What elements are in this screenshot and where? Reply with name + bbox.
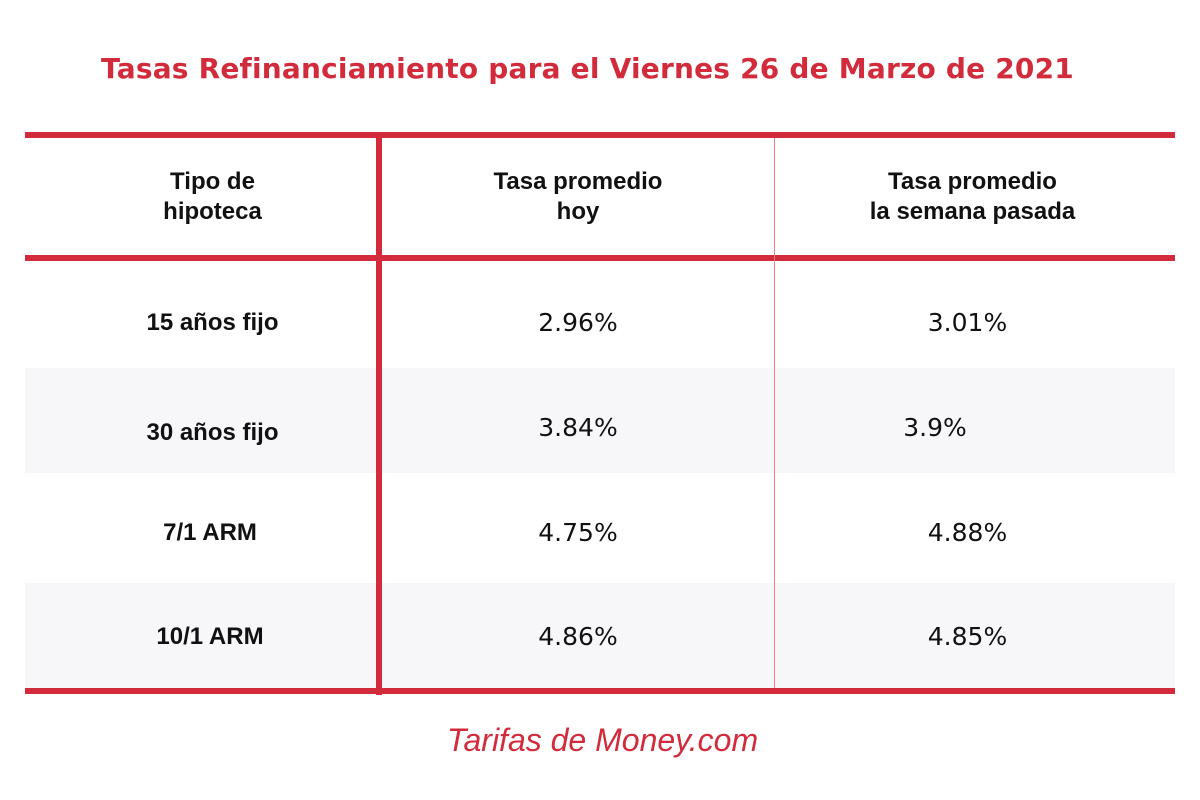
row-stripe (25, 368, 1175, 473)
table-bottom-rule (25, 688, 1175, 694)
column-divider-thick (376, 132, 382, 695)
rate-last-week-cell: 3.01% (927, 308, 1008, 337)
table-row: 30 años fijo 3.84% 3.9% (25, 375, 1175, 480)
header-rate-last-week: Tasa promedio la semana pasada (869, 167, 1076, 225)
mortgage-type-cell: 15 años fijo (146, 308, 279, 336)
chart-title: Tasas Refinanciamiento para el Viernes 2… (101, 52, 1074, 85)
rate-today-cell: 4.86% (538, 622, 618, 651)
mortgage-type-cell: 7/1 ARM (163, 518, 257, 546)
mortgage-type-cell: 10/1 ARM (156, 622, 264, 650)
source-credit: Tarifas de Money.com (446, 722, 759, 758)
table-top-rule (25, 132, 1175, 138)
table-header-rule (25, 255, 1175, 261)
table-row: 15 años fijo 2.96% 3.01% (25, 270, 1175, 375)
column-divider-thin (774, 138, 775, 688)
rates-table: Tipo de hipoteca Tasa promedio hoy Tasa … (25, 132, 1175, 695)
header-mortgage-type: Tipo de hipoteca (163, 167, 262, 225)
row-stripe (25, 583, 1175, 688)
table-row: 7/1 ARM 4.75% 4.88% (25, 480, 1175, 585)
rate-today-cell: 3.84% (538, 413, 618, 442)
rate-last-week-cell: 4.88% (927, 518, 1008, 547)
table-row: 10/1 ARM 4.86% 4.85% (25, 584, 1175, 689)
rate-today-cell: 4.75% (538, 518, 618, 547)
rate-last-week-cell: 3.9% (903, 413, 967, 442)
rate-today-cell: 2.96% (538, 308, 618, 337)
header-rate-today: Tasa promedio hoy (493, 167, 663, 225)
mortgage-type-cell: 30 años fijo (146, 418, 279, 446)
rate-last-week-cell: 4.85% (927, 622, 1008, 651)
